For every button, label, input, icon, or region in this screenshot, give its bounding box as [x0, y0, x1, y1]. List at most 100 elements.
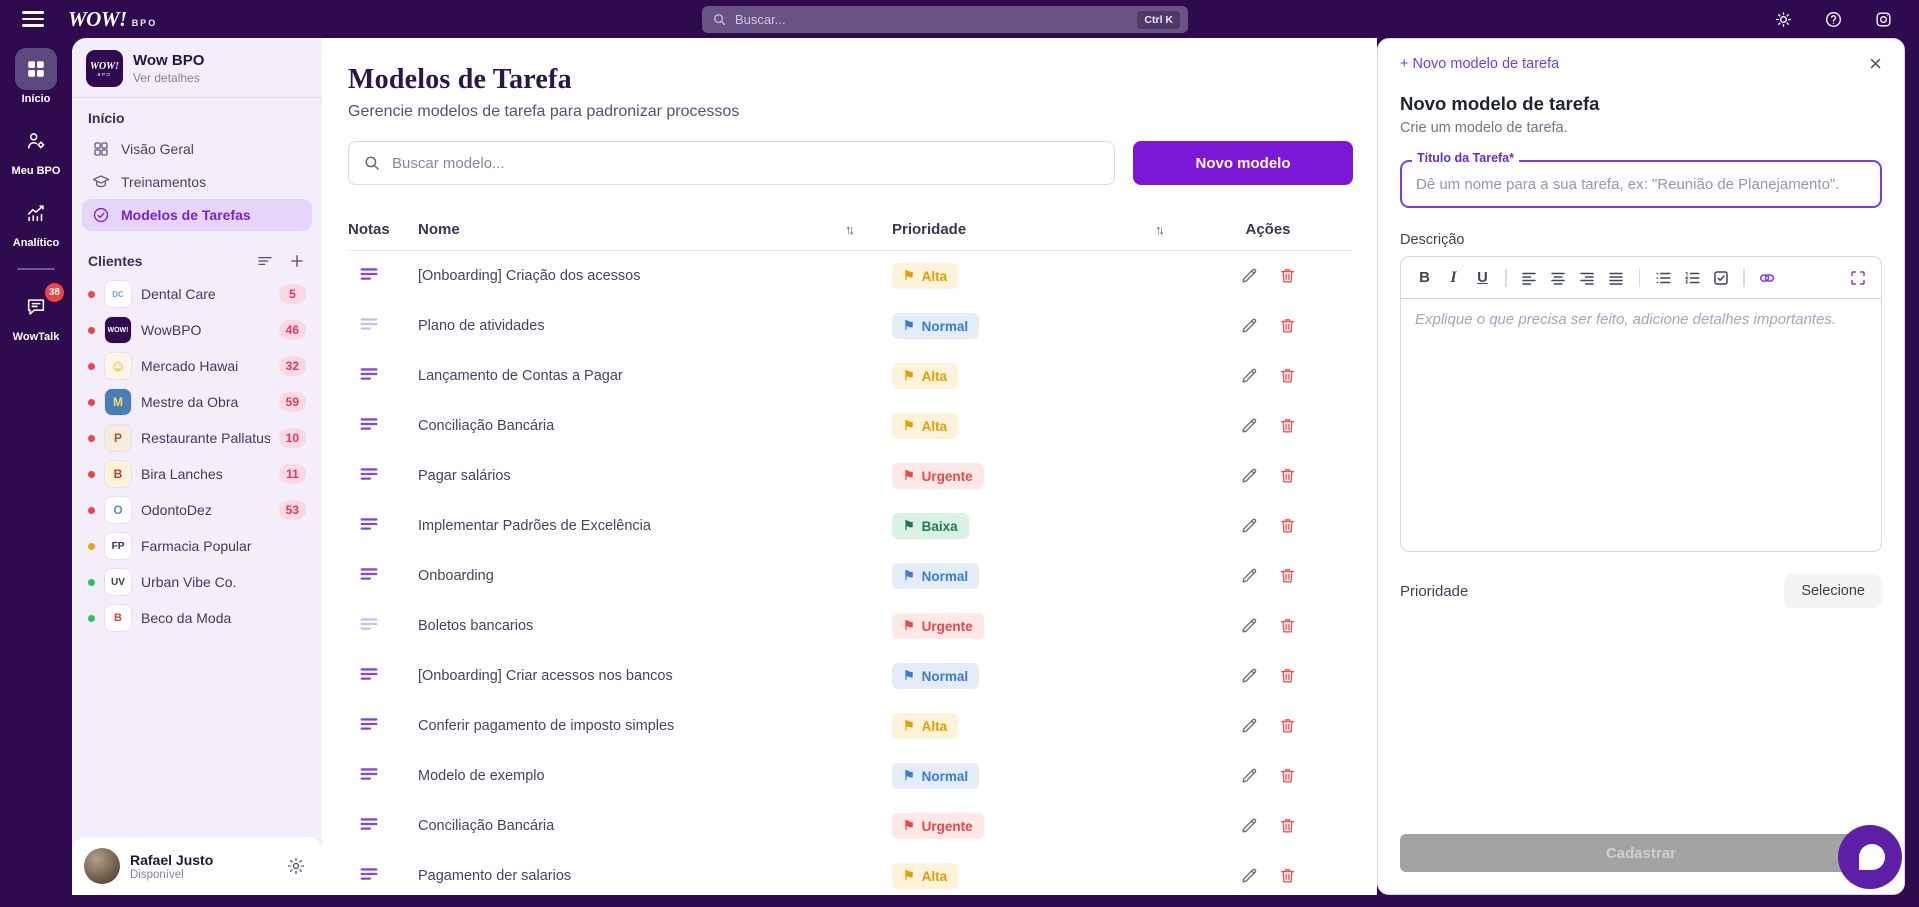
client-count-badge: 10 [278, 428, 306, 448]
client-item[interactable]: P Restaurante Pallatus 10 [80, 420, 314, 456]
underline-icon[interactable]: U [1469, 264, 1496, 291]
rail-item-analitico[interactable]: Analítico [13, 192, 59, 249]
notes-icon[interactable] [358, 763, 380, 785]
client-item[interactable]: O OdontoDez 53 [80, 492, 314, 528]
sort-clients-icon[interactable] [256, 252, 274, 270]
delete-button[interactable] [1277, 566, 1297, 586]
sidebar-item-modelos-de-tarefas[interactable]: Modelos de Tarefas [82, 199, 312, 231]
sidebar-item-vis-o-geral[interactable]: Visão Geral [82, 133, 312, 165]
notes-icon[interactable] [358, 513, 380, 535]
list-ul-icon[interactable] [1649, 264, 1676, 291]
notes-icon[interactable] [358, 713, 380, 735]
org-card[interactable]: WOW! BPO Wow BPO Ver detalhes [72, 38, 322, 97]
delete-button[interactable] [1277, 866, 1297, 886]
sort-name-icon[interactable]: ↑↓ [845, 222, 855, 237]
new-model-button[interactable]: Novo modelo [1133, 141, 1353, 185]
editor-placeholder: Explique o que precisa ser feito, adicio… [1415, 311, 1837, 328]
edit-button[interactable] [1239, 766, 1259, 786]
model-search[interactable] [348, 141, 1115, 185]
global-search-input[interactable] [735, 12, 1138, 27]
bold-icon[interactable]: B [1411, 264, 1438, 291]
sidebar-item-treinamentos[interactable]: Treinamentos [82, 166, 312, 198]
align-center-icon[interactable] [1545, 264, 1572, 291]
notes-icon[interactable] [358, 363, 380, 385]
editor-content[interactable]: Explique o que precisa ser feito, adicio… [1401, 299, 1881, 551]
notes-icon[interactable] [358, 663, 380, 685]
client-item[interactable]: DC Dental Care 5 [80, 276, 314, 312]
edit-button[interactable] [1239, 266, 1259, 286]
notes-icon[interactable] [358, 463, 380, 485]
edit-button[interactable] [1239, 366, 1259, 386]
italic-icon[interactable]: I [1440, 264, 1467, 291]
client-item[interactable]: B Beco da Moda [80, 600, 314, 636]
task-title-input[interactable] [1400, 160, 1882, 208]
add-client-icon[interactable] [288, 252, 306, 270]
client-item[interactable]: M Mestre da Obra 59 [80, 384, 314, 420]
notes-icon[interactable] [358, 863, 380, 885]
delete-button[interactable] [1277, 766, 1297, 786]
org-details-link[interactable]: Ver detalhes [133, 71, 200, 85]
align-justify-icon[interactable] [1603, 264, 1630, 291]
global-search[interactable]: Ctrl K [702, 6, 1188, 33]
rail-item-wowtalk[interactable]: 38 WowTalk [13, 283, 64, 343]
client-item[interactable]: B Bira Lanches 11 [80, 456, 314, 492]
edit-button[interactable] [1239, 466, 1259, 486]
notes-icon[interactable] [358, 413, 380, 435]
fullscreen-icon[interactable] [1844, 264, 1871, 291]
edit-button[interactable] [1239, 616, 1259, 636]
edit-button[interactable] [1239, 666, 1259, 686]
notes-icon[interactable] [358, 313, 380, 335]
theme-toggle-icon[interactable] [1774, 10, 1793, 29]
flag-icon: ⚑ [903, 268, 915, 283]
user-avatar[interactable] [84, 848, 120, 884]
edit-button[interactable] [1239, 416, 1259, 436]
template-name: Onboarding [418, 568, 494, 584]
submit-button[interactable]: Cadastrar [1400, 834, 1882, 872]
edit-button[interactable] [1239, 866, 1259, 886]
notes-icon[interactable] [358, 613, 380, 635]
edit-button[interactable] [1239, 316, 1259, 336]
priority-select-button[interactable]: Selecione [1784, 574, 1882, 608]
chat-launcher-button[interactable] [1838, 825, 1902, 889]
menu-icon[interactable] [22, 7, 44, 30]
checkbox-icon[interactable] [1707, 264, 1734, 291]
edit-button[interactable] [1239, 566, 1259, 586]
settings-gear-icon[interactable] [286, 856, 306, 876]
help-icon[interactable] [1824, 10, 1843, 29]
align-left-icon[interactable] [1516, 264, 1543, 291]
close-icon[interactable]: × [1869, 51, 1882, 76]
edit-button[interactable] [1239, 816, 1259, 836]
edit-button[interactable] [1239, 516, 1259, 536]
delete-button[interactable] [1277, 516, 1297, 536]
new-template-link[interactable]: + Novo modelo de tarefa [1400, 56, 1560, 72]
edit-button[interactable] [1239, 716, 1259, 736]
delete-button[interactable] [1277, 466, 1297, 486]
notes-icon[interactable] [358, 563, 380, 585]
delete-button[interactable] [1277, 716, 1297, 736]
client-item[interactable]: FP Farmacia Popular [80, 528, 314, 564]
delete-button[interactable] [1277, 416, 1297, 436]
client-item[interactable]: WOW! WowBPO 46 [80, 312, 314, 348]
notes-icon[interactable] [358, 813, 380, 835]
link-icon[interactable] [1754, 264, 1781, 291]
rail-nav: Início Meu BPO Analítico 38 WowTalk [0, 40, 72, 907]
rail-item-meu-bpo[interactable]: Meu BPO [12, 120, 60, 177]
delete-button[interactable] [1277, 366, 1297, 386]
instagram-icon[interactable] [1874, 10, 1893, 29]
list-ol-icon[interactable] [1678, 264, 1705, 291]
delete-button[interactable] [1277, 316, 1297, 336]
user-name: Rafael Justo [130, 851, 214, 868]
client-item[interactable]: UV Urban Vibe Co. [80, 564, 314, 600]
client-name: Mercado Hawai [141, 358, 239, 374]
col-prioridade: Prioridade [892, 221, 967, 238]
sort-priority-icon[interactable]: ↑↓ [1155, 222, 1165, 237]
delete-button[interactable] [1277, 616, 1297, 636]
notes-icon[interactable] [358, 263, 380, 285]
client-item[interactable]: ☺ Mercado Hawai 32 [80, 348, 314, 384]
delete-button[interactable] [1277, 666, 1297, 686]
delete-button[interactable] [1277, 816, 1297, 836]
align-right-icon[interactable] [1574, 264, 1601, 291]
rail-item-inicio[interactable]: Início [15, 48, 57, 105]
model-search-input[interactable] [392, 154, 1100, 172]
delete-button[interactable] [1277, 266, 1297, 286]
